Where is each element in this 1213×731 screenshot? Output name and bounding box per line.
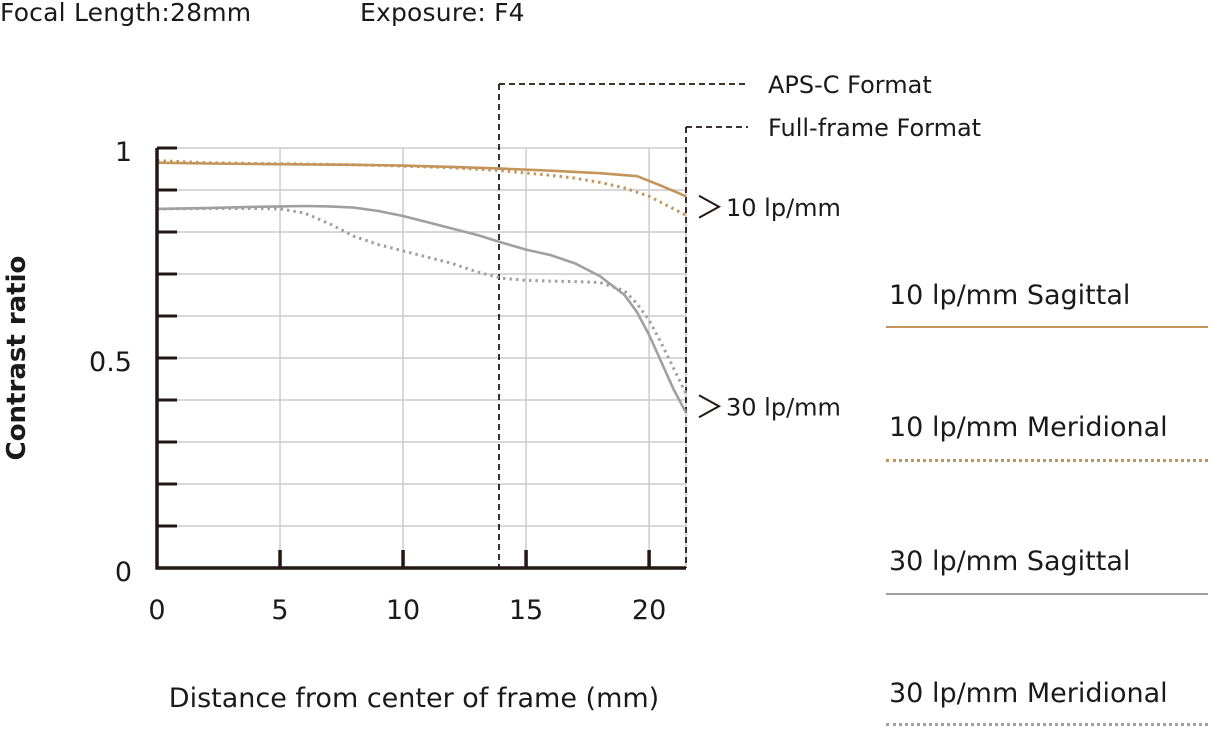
tick-labels: 0 5 10 15 20 0 0.5 1 bbox=[89, 137, 666, 626]
series-line-10-lp-mm-meridional bbox=[156, 159, 687, 217]
annotation-arrow bbox=[698, 394, 722, 419]
annotation-label: 30 lp/mm bbox=[726, 393, 841, 421]
legend-label-10lp-meridional: 10 lp/mm Meridional bbox=[889, 412, 1168, 443]
series-line-30-lp-mm-meridional bbox=[156, 207, 688, 395]
x-tick-label: 5 bbox=[271, 595, 288, 626]
series-line-10-lp-mm-sagittal bbox=[156, 161, 687, 198]
exposure-label: Exposure: F4 bbox=[360, 0, 525, 27]
series-line-30-lp-mm-sagittal bbox=[156, 204, 688, 414]
legend-label-30lp-sagittal: 30 lp/mm Sagittal bbox=[889, 546, 1131, 577]
curve-annotation: 10 lp/mm bbox=[698, 194, 841, 222]
format-label: APS-C Format bbox=[768, 71, 932, 99]
annotation-arrow bbox=[698, 194, 722, 219]
curve-annotation: 30 lp/mm bbox=[698, 393, 841, 421]
x-axis-label: Distance from center of frame (mm) bbox=[169, 683, 659, 714]
legend-swatch-30lp-meridional bbox=[886, 723, 1208, 726]
legend-swatch-30lp-sagittal bbox=[886, 593, 1208, 595]
axes bbox=[155, 146, 686, 570]
x-tick-label: 15 bbox=[509, 595, 543, 626]
x-tick-label: 0 bbox=[148, 595, 165, 626]
x-tick-label: 10 bbox=[386, 595, 420, 626]
focal-length-label: Focal Length:28mm bbox=[0, 0, 252, 27]
annotation-label: 10 lp/mm bbox=[726, 194, 841, 222]
y-tick-label: 1 bbox=[115, 137, 132, 168]
curve-annotations: 10 lp/mm 30 lp/mm bbox=[698, 194, 841, 421]
y-axis-label: Contrast ratio bbox=[2, 256, 32, 461]
y-tick-label: 0.5 bbox=[89, 347, 132, 378]
legend-label-10lp-sagittal: 10 lp/mm Sagittal bbox=[889, 280, 1131, 311]
legend-swatch-10lp-meridional bbox=[886, 459, 1208, 462]
x-tick-label: 20 bbox=[632, 595, 666, 626]
y-tick-label: 0 bbox=[115, 557, 132, 588]
grid-lines bbox=[157, 147, 687, 568]
series-lines bbox=[156, 159, 688, 414]
legend-swatch-10lp-sagittal bbox=[886, 326, 1208, 328]
legend-label-30lp-meridional: 30 lp/mm Meridional bbox=[889, 678, 1168, 709]
format-label: Full-frame Format bbox=[768, 114, 981, 142]
format-reference-lines: APS-C Format Full-frame Format bbox=[498, 71, 981, 568]
